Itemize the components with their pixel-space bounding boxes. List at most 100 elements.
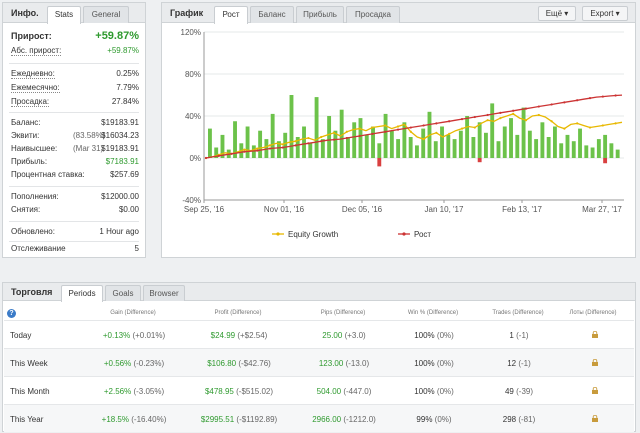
highest-row: Наивысшее: (Mar 31) $19183.91 (11, 144, 139, 156)
daily-row: Ежедневно: 0.25% (11, 69, 139, 81)
table-row: This Year +18.5% (-16.40%) $2995.51 (-$119… (4, 404, 634, 432)
equity-line-point (614, 122, 617, 125)
y-tick-label: 40% (185, 112, 201, 121)
profit-bar (452, 139, 457, 158)
profit-bar (440, 126, 444, 158)
profit-bar (339, 109, 344, 158)
equity-line-point (371, 126, 374, 129)
equity-line-point (268, 144, 272, 147)
win-diff: (0%) (436, 359, 454, 368)
profit-bar (609, 143, 614, 158)
profit-bar (396, 139, 401, 158)
tab-growth[interactable]: Рост (214, 6, 248, 24)
chevron-down-icon: ▾ (615, 9, 620, 18)
growth-line-point (422, 124, 425, 127)
loss-bar (603, 158, 608, 164)
lock-icon[interactable] (592, 330, 598, 338)
equity-value: $16034.23 (101, 131, 139, 140)
drawdown-label[interactable]: Просадка: (11, 97, 50, 107)
growth-line-point (512, 109, 515, 112)
updated-row: Обновлено: 1 Hour ago (11, 227, 139, 239)
pips-value: 2966.00 (312, 415, 342, 424)
profit-bar (308, 143, 313, 158)
win-diff: (0%) (436, 387, 454, 396)
tab-goals[interactable]: Goals (105, 285, 141, 301)
period-label: Today (10, 331, 32, 340)
lock-icon[interactable] (592, 358, 598, 366)
trades-diff: (-1) (518, 359, 531, 368)
win-cell: 100% (0%) (384, 331, 484, 340)
chart-panel: График Рост Баланс Прибыль Просадка Ещё … (161, 2, 636, 258)
interest-label: Процентная ставка: (11, 170, 85, 179)
profit-bar (471, 137, 476, 158)
export-dropdown[interactable]: Export ▾ (582, 6, 628, 21)
growth-line-point (345, 136, 348, 140)
growth-line-point (204, 156, 208, 160)
profit-bar (233, 121, 237, 158)
profit-bar (415, 145, 419, 158)
growth-line-point (601, 95, 604, 98)
period-label: This Week (10, 359, 48, 368)
growth-line-point (332, 138, 336, 141)
profit-bar (553, 126, 557, 158)
help-icon[interactable]: ? (7, 309, 16, 318)
growth-line-point (486, 113, 489, 117)
profit-bar (540, 122, 545, 158)
lock-icon[interactable] (592, 414, 598, 422)
pips-cell: 2966.00 (-1212.0) (294, 415, 394, 424)
profit-bar (559, 143, 564, 158)
gain-value: +0.13% (102, 331, 131, 340)
trades-value: 298 (502, 415, 517, 424)
growth-line-point (384, 130, 387, 133)
tab-periods[interactable]: Periods (61, 285, 103, 302)
lock-icon[interactable] (592, 386, 598, 394)
gain-value: +2.56% (103, 387, 132, 396)
loss-bar (477, 158, 482, 163)
daily-label[interactable]: Ежедневно: (11, 69, 55, 79)
tab-browser[interactable]: Browser (143, 285, 185, 301)
drawdown-row: Просадка: 27.84% (11, 97, 139, 109)
gain-diff: (+0.01%) (132, 331, 166, 340)
trades-cell: 49 (-39) (469, 387, 569, 396)
profit-row: Прибыль: $7183.91 (11, 157, 139, 169)
pips-diff: (+3.0) (344, 331, 366, 340)
more-dropdown[interactable]: Ещё ▾ (538, 6, 576, 21)
growth-line-point (460, 118, 464, 121)
tab-drawdown[interactable]: Просадка (346, 6, 400, 23)
pips-cell: 123.00 (-13.0) (294, 359, 394, 368)
table-row: This Week +0.56% (-0.23%) $106.80 (-$42.76… (4, 348, 634, 376)
growth-value: +59.87% (95, 30, 139, 42)
profit-bar (477, 122, 482, 158)
profit-bar (302, 126, 306, 158)
abs-growth-value: +59.87% (107, 46, 139, 55)
growth-line-point (524, 107, 528, 110)
growth-line-point (409, 126, 412, 129)
profit-bar (546, 137, 551, 158)
growth-line-point (563, 101, 566, 104)
growth-line-point (281, 146, 284, 149)
trades-cell: 1 (-1) (469, 331, 569, 340)
equity-line-point (243, 148, 246, 151)
profit-bar (446, 134, 451, 158)
tab-general[interactable]: General (83, 6, 129, 23)
growth-line-point (371, 132, 374, 135)
profit-bar (270, 113, 275, 158)
tab-stats[interactable]: Stats (47, 6, 81, 24)
tracking-value[interactable]: 5 (134, 244, 139, 253)
tab-profit[interactable]: Прибыль (296, 6, 344, 23)
tab-balance[interactable]: Баланс (250, 6, 294, 23)
growth-line-point (614, 94, 617, 97)
growth-line-point (256, 149, 259, 152)
profit-bar (408, 137, 413, 158)
header-lots: Лоты (Difference) (569, 310, 617, 316)
divider (9, 63, 139, 64)
profit-bar (214, 147, 219, 158)
legend-growth-marker (402, 232, 406, 236)
x-tick-label: Mar 27, '17 (582, 205, 622, 214)
monthly-label[interactable]: Ежемесячно: (11, 83, 60, 93)
period-label: This Year (10, 415, 44, 424)
growth-line-point (217, 154, 220, 157)
abs-growth-label[interactable]: Абс. прирост: (11, 46, 62, 56)
profit-bar (220, 134, 225, 158)
monthly-value: 7.79% (116, 83, 139, 92)
